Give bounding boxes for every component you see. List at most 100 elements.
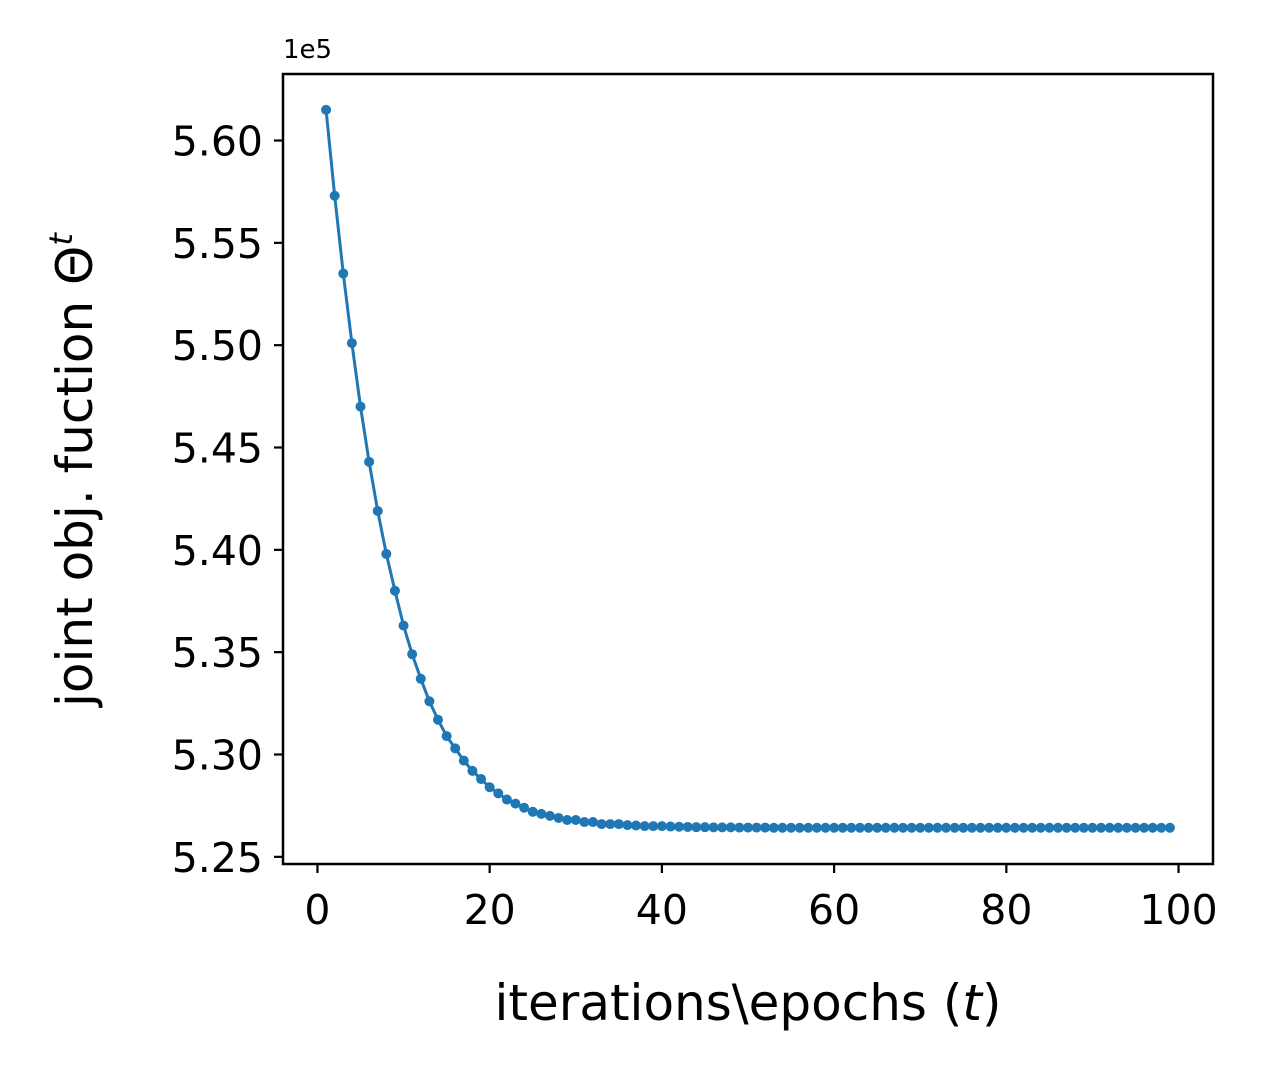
data-point xyxy=(760,822,771,833)
data-point xyxy=(923,822,934,833)
y-offset-label: 1e5 xyxy=(283,35,332,65)
data-point xyxy=(811,822,822,833)
data-point xyxy=(1053,822,1063,833)
data-point xyxy=(1035,822,1046,833)
data-point xyxy=(846,822,857,833)
data-point xyxy=(906,822,917,833)
x-tick-label: 60 xyxy=(808,886,860,934)
x-tick-label: 100 xyxy=(1139,886,1217,934)
data-point xyxy=(820,822,831,833)
data-point xyxy=(622,820,633,831)
data-point xyxy=(613,819,624,830)
data-point xyxy=(1156,822,1167,833)
data-point xyxy=(837,822,848,833)
data-point xyxy=(605,819,616,830)
data-point xyxy=(381,548,392,559)
data-point xyxy=(510,798,521,809)
data-point xyxy=(484,782,495,793)
data-point xyxy=(975,822,986,833)
data-point xyxy=(570,815,581,825)
x-tick-label: 0 xyxy=(304,886,330,934)
data-point xyxy=(966,822,977,833)
data-point xyxy=(1164,822,1175,833)
data-point xyxy=(424,696,435,707)
data-point xyxy=(596,819,607,830)
data-point xyxy=(1009,822,1020,833)
data-point xyxy=(872,822,883,833)
data-point xyxy=(407,649,418,660)
y-tick-label: 5.25 xyxy=(172,834,263,882)
data-point xyxy=(1070,822,1081,833)
data-point xyxy=(932,822,943,833)
data-point xyxy=(321,104,332,115)
data-point xyxy=(958,822,969,833)
data-point xyxy=(949,822,960,833)
data-point xyxy=(708,822,719,833)
data-point xyxy=(1078,822,1089,833)
y-axis-label: joint obj. fuction Θt xyxy=(42,232,104,708)
data-point xyxy=(1087,822,1098,833)
data-point xyxy=(372,505,383,516)
data-point xyxy=(1147,822,1158,833)
data-point xyxy=(639,821,650,832)
data-point xyxy=(527,806,538,817)
data-point xyxy=(863,822,874,833)
x-tick-label: 80 xyxy=(980,886,1032,934)
data-point xyxy=(717,822,728,833)
data-point xyxy=(751,822,762,833)
data-point xyxy=(889,822,900,833)
data-point xyxy=(941,822,952,833)
data-point xyxy=(656,821,667,832)
data-point xyxy=(415,673,426,684)
data-point xyxy=(562,815,573,825)
data-point xyxy=(682,821,693,832)
y-tick-label: 5.55 xyxy=(172,220,263,268)
x-tick-label: 40 xyxy=(636,886,688,934)
data-point xyxy=(553,812,564,823)
data-point xyxy=(699,822,710,833)
data-point xyxy=(734,822,745,833)
data-point xyxy=(725,822,736,833)
data-point xyxy=(648,821,659,832)
data-point xyxy=(355,401,366,412)
data-point xyxy=(588,817,598,828)
data-point xyxy=(389,585,400,596)
data-point xyxy=(441,731,452,742)
data-point xyxy=(1130,822,1141,833)
data-point xyxy=(501,794,512,805)
data-point xyxy=(493,788,504,799)
data-point xyxy=(631,820,642,831)
y-tick-label: 5.45 xyxy=(172,425,263,473)
data-point xyxy=(794,822,805,833)
data-point xyxy=(880,822,891,833)
data-point xyxy=(519,802,530,813)
data-point xyxy=(777,822,788,833)
x-axis-label: iterations\epochs (t) xyxy=(495,974,1002,1032)
data-point xyxy=(665,821,676,832)
y-tick-label: 5.30 xyxy=(172,732,263,780)
data-point xyxy=(743,822,753,833)
plot-frame xyxy=(281,72,1215,866)
x-tick-label: 20 xyxy=(464,886,516,934)
data-point xyxy=(458,755,469,766)
data-point xyxy=(467,765,478,776)
y-tick-label: 5.35 xyxy=(172,629,263,677)
data-point xyxy=(854,822,865,833)
data-point xyxy=(1104,822,1115,833)
data-point xyxy=(398,620,409,631)
data-point xyxy=(1139,822,1150,833)
data-point xyxy=(1096,822,1107,833)
data-point xyxy=(1027,822,1038,833)
data-point xyxy=(674,821,685,832)
data-point xyxy=(829,822,840,833)
data-point xyxy=(786,822,797,833)
data-point xyxy=(1061,822,1072,833)
data-point xyxy=(1001,822,1012,833)
data-point xyxy=(768,822,779,833)
data-point xyxy=(476,774,487,785)
data-point xyxy=(579,817,590,828)
data-point xyxy=(338,268,349,279)
data-point xyxy=(1121,822,1132,833)
data-point xyxy=(915,822,926,833)
